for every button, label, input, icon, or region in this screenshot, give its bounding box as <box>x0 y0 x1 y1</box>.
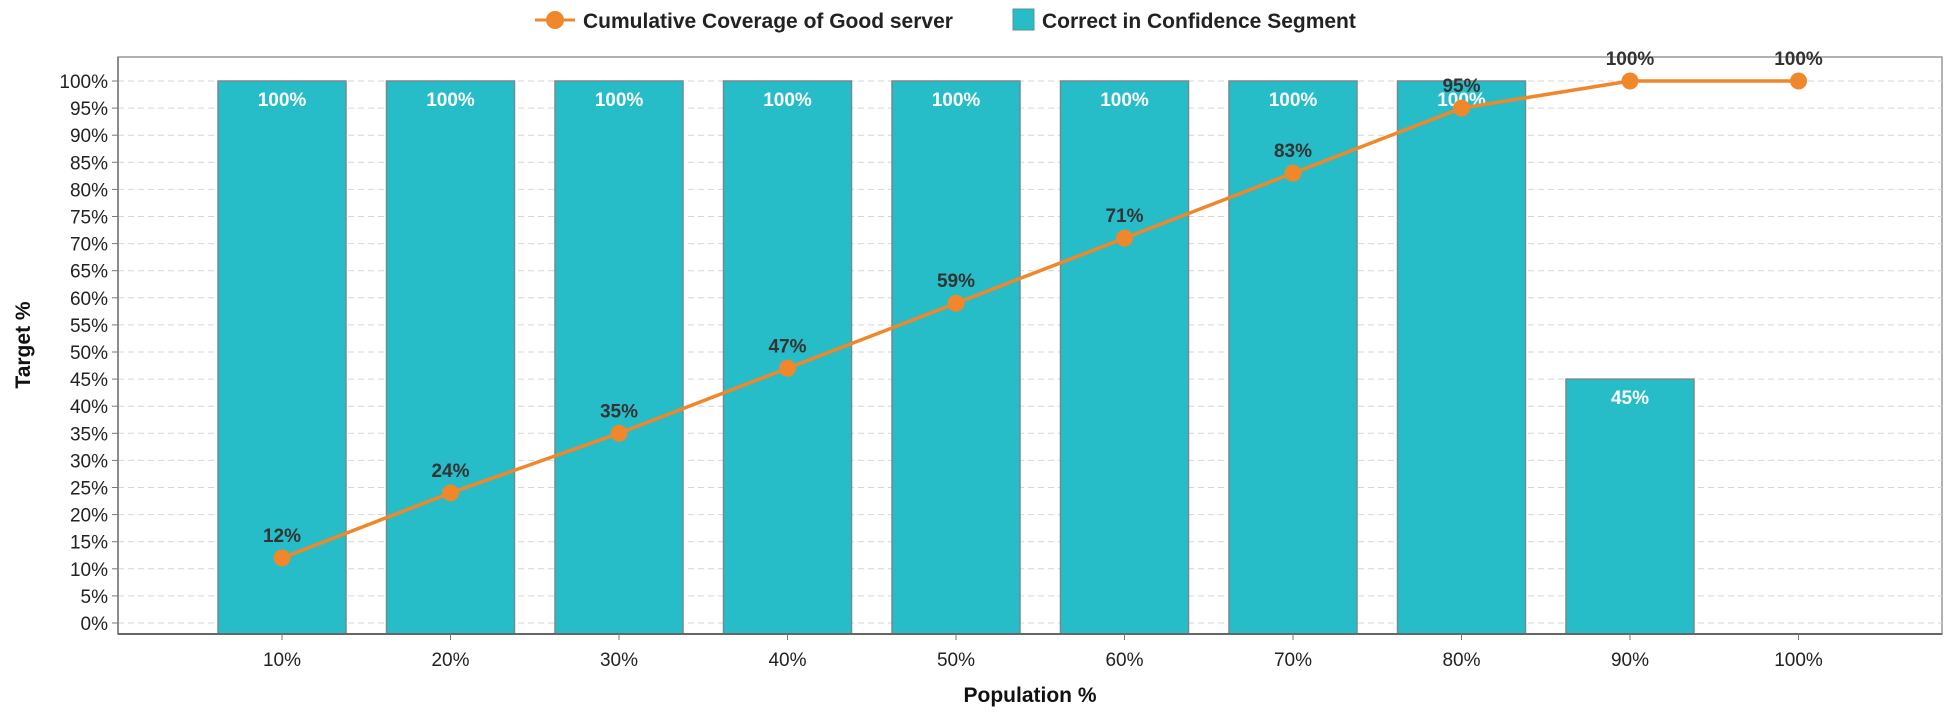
x-tick-label: 50% <box>937 650 975 671</box>
legend-label-line: Cumulative Coverage of Good server <box>583 10 953 33</box>
y-tick-label: 35% <box>70 424 108 445</box>
bar-data-label: 100% <box>1100 90 1149 111</box>
line-data-label: 47% <box>768 336 806 357</box>
x-tick-label: 20% <box>431 650 469 671</box>
y-tick-label: 55% <box>70 316 108 337</box>
y-tick-label: 45% <box>70 370 108 391</box>
bar-data-label: 100% <box>426 90 475 111</box>
bar <box>891 80 1021 635</box>
y-tick-label: 95% <box>70 99 108 120</box>
bar-data-label: 100% <box>595 90 644 111</box>
x-tick-label: 10% <box>263 650 301 671</box>
line-point <box>947 294 965 312</box>
x-tick-label: 40% <box>768 650 806 671</box>
bar-data-label: 45% <box>1611 388 1649 409</box>
y-tick-label: 20% <box>70 506 108 527</box>
line-data-label: 100% <box>1606 49 1655 70</box>
x-tick-label: 100% <box>1774 650 1823 671</box>
legend-line-dot <box>546 11 564 29</box>
x-tick-label: 60% <box>1105 650 1143 671</box>
line-layer: 12% 24% 35% 47% 59% 71% 83% 95% 100% 100% <box>263 49 1823 567</box>
y-tick-label: 25% <box>70 479 108 500</box>
y-tick-label: 100% <box>59 72 108 93</box>
bar <box>385 80 516 635</box>
line-point <box>1284 164 1302 182</box>
bar <box>1059 80 1190 635</box>
x-tick-label: 80% <box>1442 650 1480 671</box>
bar-data-label: 100% <box>1269 90 1318 111</box>
x-axis-title: Population % <box>964 684 1097 707</box>
line-data-label: 59% <box>937 271 975 292</box>
y-tick-label: 15% <box>70 533 108 554</box>
bar <box>1228 80 1358 635</box>
line-point <box>610 424 628 442</box>
y-tick-label: 10% <box>70 560 108 581</box>
y-tick-label: 0% <box>81 614 109 635</box>
line-point <box>779 359 796 377</box>
line-data-label: 35% <box>600 401 638 422</box>
line-point <box>1116 229 1133 247</box>
line-data-label: 95% <box>1442 76 1480 97</box>
line-data-label: 100% <box>1774 49 1823 70</box>
y-tick-label: 60% <box>70 289 108 310</box>
y-axis-title: Target % <box>12 301 35 388</box>
y-tick-label: 70% <box>70 235 108 256</box>
bar <box>1565 378 1695 635</box>
y-tick-label: 5% <box>81 587 109 608</box>
x-tick-label: 90% <box>1611 650 1649 671</box>
legend-label-bar: Correct in Confidence Segment <box>1042 10 1356 33</box>
x-tick-label: 70% <box>1274 650 1312 671</box>
bar-data-label: 100% <box>932 90 981 111</box>
y-tick-label: 30% <box>70 451 108 472</box>
y-tick-label: 90% <box>70 126 108 147</box>
y-tick-label: 75% <box>70 208 108 229</box>
bar <box>554 80 684 635</box>
line-point <box>273 549 291 567</box>
y-tick-label: 85% <box>70 153 108 174</box>
bar <box>722 80 853 635</box>
y-tick-label: 50% <box>70 343 108 364</box>
line-point <box>442 484 459 502</box>
legend: Cumulative Coverage of Good server Corre… <box>535 8 1356 33</box>
line-point <box>1621 72 1639 90</box>
bar-layer: 100%100%100%100%100%100%100%100%45% <box>217 80 1695 635</box>
x-tick-label: 30% <box>600 650 638 671</box>
bar-data-label: 100% <box>763 90 812 111</box>
bar <box>1396 80 1527 635</box>
y-tick-label: 65% <box>70 262 108 283</box>
bar-data-label: 100% <box>258 90 307 111</box>
axis-layer: 0% 5% 10% 15% 20% 25% 30% 35% 40% 45% 50% 55% 60% 65%… <box>59 57 1942 671</box>
y-tick-label: 40% <box>70 397 108 418</box>
line-point <box>1790 72 1807 90</box>
line-data-label: 12% <box>263 526 301 547</box>
line-point <box>1453 99 1470 117</box>
line-series <box>281 79 1799 560</box>
y-tick-label: 80% <box>70 180 108 201</box>
legend-bar-swatch <box>1012 8 1035 31</box>
line-data-label: 71% <box>1105 206 1143 227</box>
line-data-label: 83% <box>1274 141 1312 162</box>
line-data-label: 24% <box>431 461 469 482</box>
